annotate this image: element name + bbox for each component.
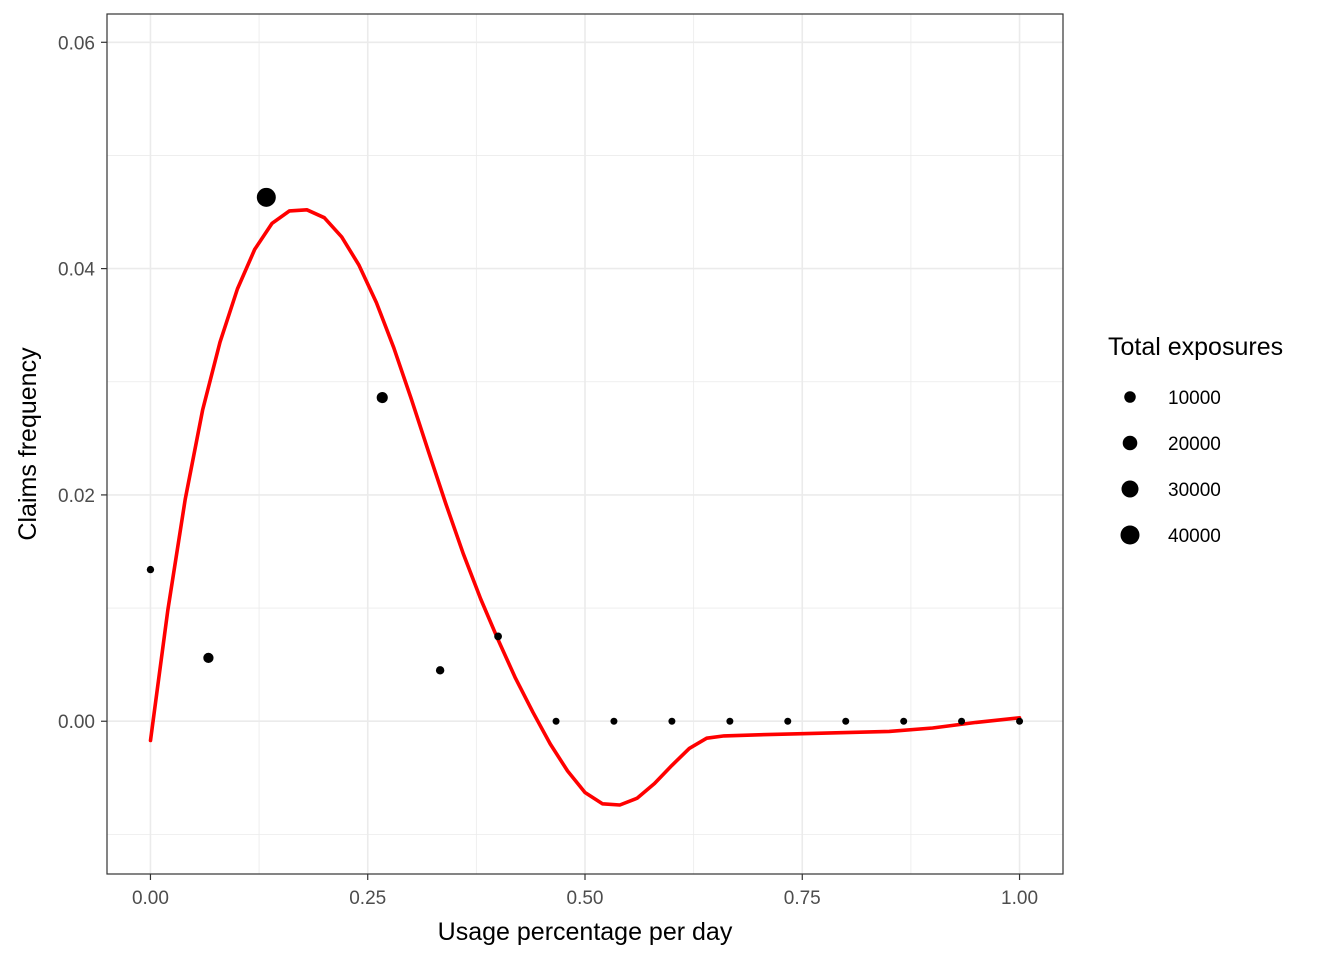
- x-tick-label: 1.00: [1001, 888, 1038, 909]
- data-point: [610, 717, 618, 725]
- data-point: [552, 717, 560, 725]
- legend-key: [1120, 525, 1140, 545]
- legend-key: [1124, 391, 1136, 403]
- legend: Total exposures 10000 20000 30000 40000: [1108, 333, 1283, 547]
- x-tick-label: 0.75: [784, 888, 821, 909]
- data-point: [668, 717, 676, 725]
- legend-label: 20000: [1168, 434, 1221, 455]
- data-point: [203, 652, 214, 664]
- legend-label: 10000: [1168, 388, 1221, 409]
- legend-key: [1121, 480, 1139, 498]
- legend-key: [1122, 435, 1138, 451]
- data-point: [842, 717, 850, 725]
- x-tick-label: 0.50: [567, 888, 604, 909]
- x-axis-title: Usage percentage per day: [438, 918, 733, 946]
- legend-label: 40000: [1168, 526, 1221, 547]
- data-points: [146, 187, 1024, 725]
- data-point: [1016, 717, 1024, 725]
- data-point: [146, 565, 155, 574]
- legend-items: 10000 20000 30000 40000: [1120, 388, 1221, 547]
- legend-label: 30000: [1168, 480, 1221, 501]
- y-axis-title: Claims frequency: [14, 347, 42, 541]
- x-axis-ticks: 0.00 0.25 0.50 0.75 1.00: [132, 874, 1038, 909]
- data-point: [784, 717, 792, 725]
- data-point: [958, 717, 966, 725]
- x-tick-label: 0.00: [132, 888, 169, 909]
- data-point: [376, 392, 388, 404]
- y-tick-label: 0.02: [58, 486, 95, 507]
- y-tick-label: 0.04: [58, 260, 95, 281]
- y-tick-label: 0.00: [58, 712, 95, 733]
- data-point: [494, 632, 502, 641]
- data-point: [900, 717, 908, 725]
- data-point: [435, 666, 445, 675]
- data-point: [726, 717, 734, 725]
- data-point: [256, 187, 276, 207]
- legend-title: Total exposures: [1108, 333, 1283, 361]
- y-tick-label: 0.06: [58, 33, 95, 54]
- y-axis-ticks: 0.00 0.02 0.04 0.06: [58, 33, 107, 733]
- x-tick-label: 0.25: [349, 888, 386, 909]
